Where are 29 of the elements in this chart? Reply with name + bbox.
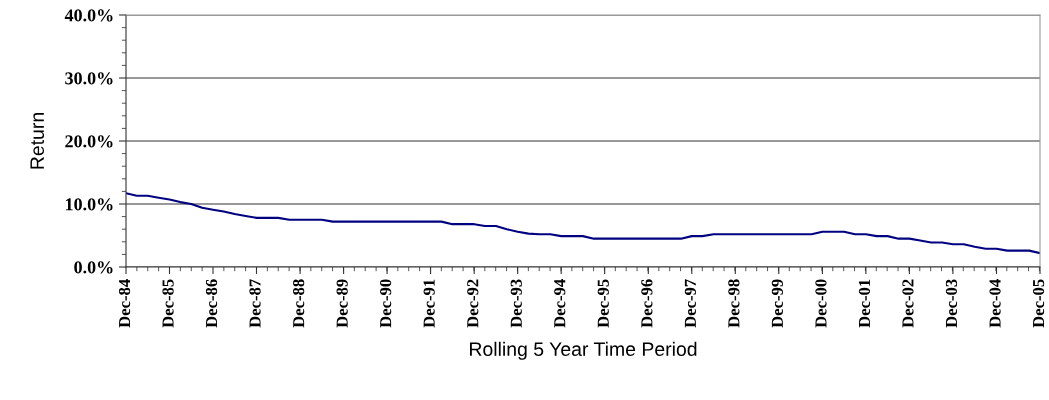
x-tick-label: Dec-94	[554, 279, 566, 328]
y-tick-label: 0.0%	[74, 261, 113, 274]
x-tick-label: Dec-00	[815, 279, 827, 328]
x-tick-label: Dec-95	[597, 279, 609, 328]
x-tick-label: Dec-03	[945, 279, 958, 328]
x-tick-label: Dec-91	[423, 279, 435, 328]
x-tick-label: Dec-93	[510, 279, 522, 328]
x-tick-label: Dec-84	[118, 279, 131, 328]
x-tick-label: Dec-05	[1032, 279, 1045, 328]
x-tick-label: Dec-90	[380, 279, 392, 328]
x-tick-label: Dec-01	[858, 279, 871, 328]
x-tick-label: Dec-89	[336, 279, 348, 328]
x-tick-label: Dec-85	[162, 279, 174, 328]
y-tick-label: 40.0%	[64, 9, 113, 22]
x-tick-label: Dec-92	[467, 279, 479, 328]
y-tick-label: 20.0%	[65, 135, 113, 148]
x-axis-title: Rolling 5 Year Time Period	[470, 341, 697, 360]
x-tick-label: Dec-97	[684, 279, 696, 328]
x-tick-label: Dec-87	[249, 279, 261, 328]
x-tick-label: Dec-88	[293, 279, 305, 328]
x-tick-label: Dec-86	[205, 279, 218, 328]
x-tick-label: Dec-98	[728, 279, 740, 328]
y-tick-label: 30.0%	[65, 72, 113, 85]
y-tick-label: 10.0%	[65, 198, 113, 211]
x-tick-label: Dec-02	[902, 279, 914, 328]
x-tick-label: Dec-04	[989, 279, 1001, 328]
x-tick-label: Dec-99	[771, 279, 783, 328]
x-tick-label: Dec-96	[641, 279, 653, 328]
y-axis-title: Return	[30, 113, 45, 169]
